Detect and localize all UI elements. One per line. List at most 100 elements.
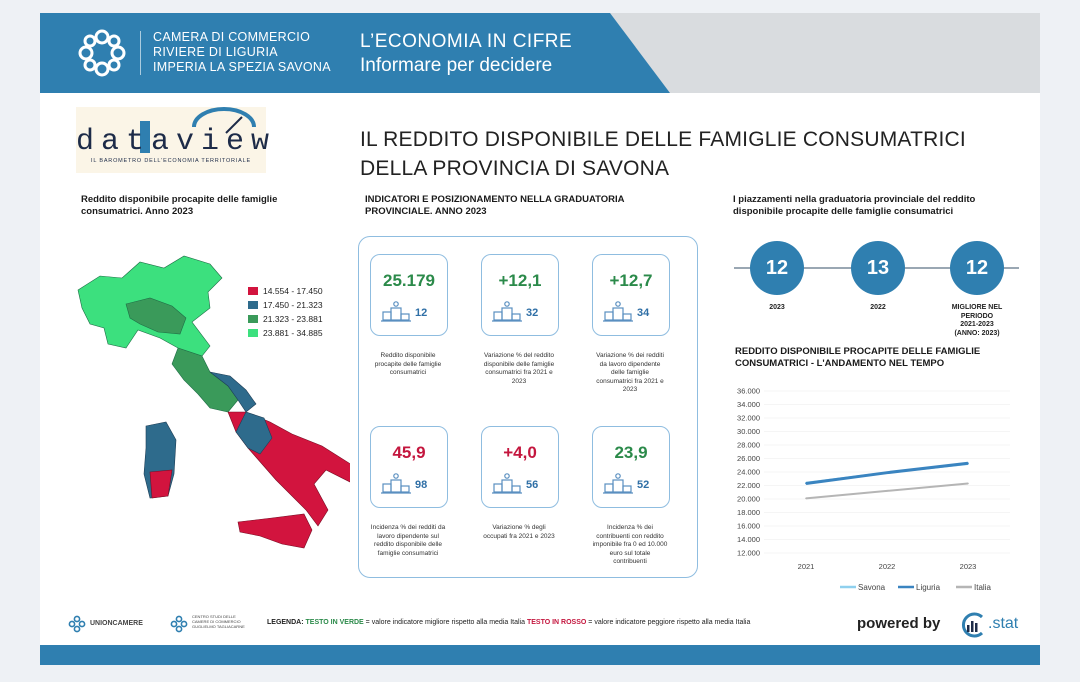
indicator-card: 25.179 12	[370, 254, 448, 336]
indicator-description-line: contribuenti	[613, 558, 647, 565]
chart-data-point	[886, 490, 888, 492]
indicator-description-line: euro sul totale	[609, 549, 651, 557]
podium-icon	[381, 300, 411, 327]
map-legend-item: 14.554 - 17.450	[248, 286, 323, 296]
indicator-description: Incidenza % dei contribuenti con reddito i…	[582, 524, 678, 567]
tagliacarne-label: CENTRO STUDI DELLE CAMERE DI COMMERCIO G…	[192, 614, 245, 629]
legend-label: LEGENDA:	[267, 619, 304, 626]
org-line-3: IMPERIA LA SPEZIA SAVONA	[153, 60, 331, 74]
indicator-card: 45,9 98	[370, 426, 448, 508]
indicator-description: Variazione % degli occupati fra 2021 e 20…	[471, 524, 567, 541]
chart-title-line-2: CONSUMATRICI - L'ANDAMENTO NEL TEMPO	[735, 358, 945, 369]
chart-y-tick-label: 22.000	[737, 481, 760, 490]
page-title: IL REDDITO DISPONIBILE DELLE FAMIGLIE CO…	[360, 125, 966, 183]
indicator-value: 23,9	[614, 443, 648, 462]
indicator-description-line: Variazione % dei redditi	[596, 352, 664, 359]
ranking-label-line: MIGLIORE NEL	[951, 304, 1003, 311]
chart-y-tick-label: 26.000	[737, 454, 760, 463]
chart-y-tick-label: 16.000	[737, 522, 760, 531]
map-region-south-mixed	[235, 411, 273, 455]
map-legend-swatch	[248, 315, 258, 323]
chart-legend-label: Savona	[858, 583, 886, 592]
map-region-sardinia-south	[149, 469, 173, 499]
ranking-circle: 12	[950, 241, 1004, 295]
organization-name: CAMERA DI COMMERCIO RIVIERE DI LIGURIA I…	[153, 30, 331, 75]
indicator-description-line: lavoro dipendente sul	[377, 532, 439, 540]
ranking-circle: 13	[851, 241, 905, 295]
chart-legend-label: Liguria	[916, 583, 941, 592]
indicator-description: Reddito disponibile procapite delle famig…	[360, 352, 456, 378]
map-legend-swatch	[248, 329, 258, 337]
map-legend-label: 17.450 - 21.323	[263, 300, 323, 310]
ranking-title-line-1: I piazzamenti nella graduatoria provinci…	[733, 194, 976, 205]
indicator-rank: 98	[415, 479, 428, 491]
footer-bar	[40, 645, 1040, 665]
indicator-description-line: Variazione % del reddito	[484, 352, 554, 359]
podium-icon	[381, 472, 411, 499]
powered-by-label: powered by	[857, 615, 941, 632]
indicator-description-line: Reddito disponibile	[380, 352, 436, 359]
indicator-rank: 32	[526, 307, 539, 319]
indicator-value: +12,7	[609, 271, 653, 290]
indicator-rank: 56	[526, 479, 539, 491]
dataview-tagline: IL BAROMETRO DELL'ECONOMIA TERRITORIALE	[91, 158, 251, 164]
indicator-card: +4,0 56	[481, 426, 559, 508]
indicator-description-line: reddito disponibile delle	[374, 541, 442, 548]
map-region-north-mid	[125, 297, 187, 335]
header-separator	[140, 31, 141, 75]
slogan-subtitle: Informare per decidere	[360, 55, 553, 76]
map-title-line-2: consumatrici. Anno 2023	[81, 206, 194, 217]
indicators-panel	[358, 236, 698, 578]
indicator-card: 23,9 52	[592, 426, 670, 508]
indicator-description-line: procapite delle famiglie	[374, 360, 442, 368]
ranking-label-line: 2022	[870, 304, 886, 311]
istat-wordmark: .stat	[988, 615, 1019, 632]
indicator-value: 25.179	[383, 271, 435, 290]
infographic-card: CAMERA DI COMMERCIO RIVIERE DI LIGURIA I…	[40, 13, 1040, 665]
ranking-label-line: (ANNO: 2023)	[954, 329, 1000, 337]
chart-legend-label: Italia	[974, 583, 991, 592]
map-legend-swatch	[248, 301, 258, 309]
indicator-description-line: disponibile delle famiglie	[483, 360, 555, 368]
unioncamere-label: UNIONCAMERE	[90, 620, 143, 627]
income-line-chart: 12.000 14.000 16.000 18.000 20.000 22.000 24.0…	[737, 387, 1010, 592]
tagliacarne-logo-icon	[170, 615, 188, 633]
title-line-2: DELLA PROVINCIA DI SAVONA	[360, 157, 670, 180]
indicator-description: Variazione % del reddito disponibile dell…	[471, 352, 567, 386]
chart-data-point	[805, 482, 807, 485]
chart-data-point	[967, 482, 969, 485]
legend-red-label: TESTO IN ROSSO	[526, 619, 587, 626]
chart-x-tick-label: 2022	[879, 562, 896, 571]
legend-red-text: = valore indicatore peggiore rispetto al…	[586, 619, 751, 626]
ranking-label: MIGLIORE NEL PERIODO 2021-2023 (ANNO: 2023)	[937, 304, 1017, 338]
indicator-value: +12,1	[498, 271, 542, 290]
indicator-card: +12,1 32	[481, 254, 559, 336]
tagliacarne-line-3: GUGLIELMO TAGLIACARNE	[192, 624, 245, 629]
ranking-title-line-2: disponibile procapite delle famiglie con…	[733, 206, 954, 217]
indicator-description-line: famiglie consumatrici	[377, 549, 439, 557]
map-region-centre-east	[209, 371, 257, 413]
chart-title: REDDITO DISPONIBILE PROCAPITE DELLE FAMI…	[735, 346, 980, 370]
indicator-description-line: contribuenti con reddito	[596, 532, 664, 540]
italy-map	[77, 255, 350, 549]
chart-y-tick-label: 30.000	[737, 427, 760, 436]
map-legend-label: 23.881 - 34.885	[263, 328, 323, 338]
chart-data-point	[886, 471, 888, 474]
map-title: Reddito disponibile procapite delle fami…	[81, 194, 277, 218]
chart-y-tick-label: 20.000	[737, 495, 760, 504]
unioncamere-logo-icon	[68, 615, 86, 633]
legend-green-text: = valore indicatore migliore rispetto al…	[363, 619, 527, 626]
indicator-description-line: imponibile fra 0 ed 10.000	[592, 541, 668, 548]
map-legend-swatch	[248, 287, 258, 295]
indicator-description-line: delle famiglie	[611, 369, 649, 376]
indicators-title-line-2: PROVINCIALE. ANNO 2023	[365, 206, 487, 217]
indicator-description-line: occupati fra 2021 e 2023	[483, 532, 555, 540]
map-legend-item: 23.881 - 34.885	[248, 328, 323, 338]
indicator-description-line: da lavoro dipendente	[599, 360, 661, 368]
ranking-label: 2022	[838, 304, 918, 313]
chart-y-tick-label: 12.000	[737, 549, 760, 558]
gauge-icon	[140, 107, 256, 153]
chart-y-tick-label: 24.000	[737, 468, 760, 477]
chart-y-tick-label: 36.000	[737, 387, 760, 396]
chart-y-tick-label: 32.000	[737, 414, 760, 423]
